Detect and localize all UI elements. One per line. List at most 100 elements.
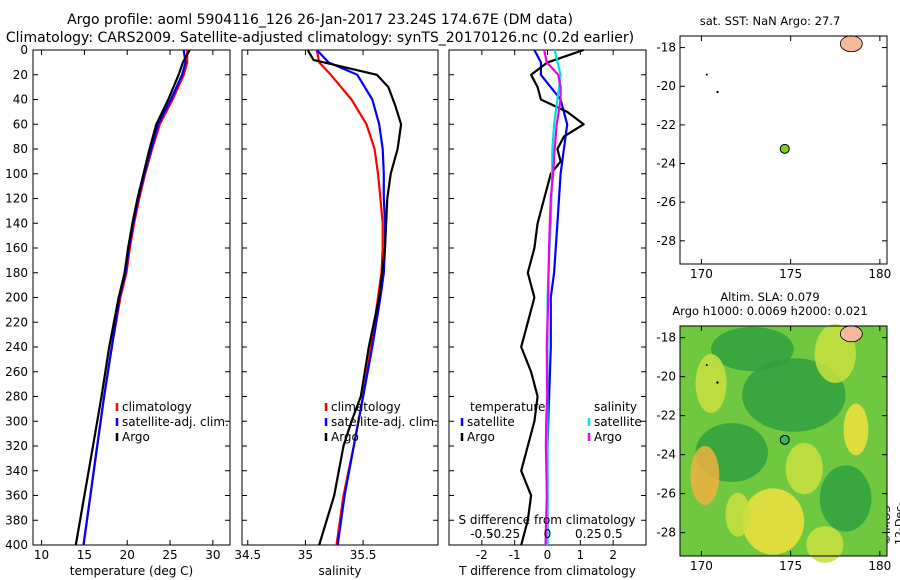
temperature-x-tick-label: 20 — [120, 548, 135, 562]
temperature-series-argo — [74, 49, 191, 546]
sla_map-argo-location-marker — [779, 434, 790, 445]
temperature-series-satellite-adj-clim- — [82, 49, 187, 546]
sla_map-field-patch — [725, 492, 751, 537]
sst_map-lon-tick-label: 170 — [690, 267, 713, 281]
sla_map-field-patch — [843, 403, 869, 456]
sst_map-islet-dot — [705, 73, 708, 76]
sla_map-lat-tick-label: -28 — [656, 526, 676, 540]
sst_map-lat-tick-label: -18 — [656, 41, 676, 55]
salinity-x-tick-label: 35 — [298, 548, 313, 562]
sst_map-lat-tick-label: -22 — [656, 118, 676, 132]
temperature-legend-label: Argo — [122, 430, 150, 444]
sla_map-lat-tick-label: -26 — [656, 487, 676, 501]
temperature-x-tick-label: 30 — [205, 548, 220, 562]
depth-tick-label: 20 — [13, 68, 28, 82]
panel-salinity: 34.5 35 35.5 salinity — [234, 49, 439, 578]
difference-legend-salinity-label: Argo — [594, 430, 622, 444]
sla_map-islet-dot — [716, 381, 719, 384]
difference-series-salinity-argo — [543, 49, 562, 546]
salinity-series-argo — [306, 49, 403, 546]
sla_map-field-patch — [742, 488, 805, 555]
temperature-x-tick-label: 15 — [77, 548, 92, 562]
depth-tick-label: 60 — [13, 117, 28, 131]
difference-series-temperature-argo — [520, 48, 585, 546]
sla_map-lat-tick-label: -22 — [656, 409, 676, 423]
difference-x-tick-label: 2 — [609, 548, 617, 562]
difference-s-tick-label: 0 — [544, 527, 552, 541]
difference-legend-temperature-label: satellite — [467, 415, 515, 429]
salinity-x-tick-label: 35.5 — [350, 548, 377, 562]
depth-tick-label: 340 — [5, 464, 28, 478]
salinity-legend-label: Argo — [331, 430, 359, 444]
difference-s-tick-label: -0.25 — [489, 527, 520, 541]
temperature-series-climatology — [82, 50, 189, 546]
figure-title-line1: Argo profile: aoml 5904116_126 26-Jan-20… — [67, 12, 573, 28]
sla_map-islet-dot — [705, 363, 708, 366]
difference-s-tick-label: 0.25 — [575, 527, 602, 541]
temperature-axes-frame — [32, 49, 231, 546]
sst_map-lat-tick-label: -26 — [656, 195, 676, 209]
difference-x-axis-label: T difference from climatology — [458, 564, 636, 578]
sst_map-lat-tick-label: -20 — [656, 79, 676, 93]
difference-series-temperature-satellite — [533, 49, 569, 545]
temperature-legend-label: climatology — [122, 400, 192, 414]
sla_map-lat-tick-label: -24 — [656, 448, 676, 462]
sla_map-lat-tick-label: -18 — [656, 331, 676, 345]
panel-temperature: 10 15 20 25 30 temperature (deg C) — [32, 49, 231, 578]
depth-tick-label: 360 — [5, 489, 28, 503]
figure-title-line2: Climatology: CARS2009. Satellite-adjuste… — [5, 30, 635, 46]
difference-s-tick-label: 0.5 — [604, 527, 623, 541]
sla_map-field-patch — [785, 442, 823, 495]
map-sst_map: -18 -20 -22 -24 -26 -28 170 175 180 — [656, 35, 891, 281]
difference-s-axis-label: S difference from climatology — [459, 513, 636, 527]
difference-series-salinity-satellite — [546, 49, 562, 545]
difference-s-tick-label: -0.5 — [470, 527, 493, 541]
salinity-series-satellite-adj-clim- — [316, 49, 387, 546]
depth-tick-label: 180 — [5, 266, 28, 280]
sla_map-field-patch — [742, 358, 846, 432]
sst_map-land-island — [839, 35, 863, 53]
depth-tick-label: 320 — [5, 439, 28, 453]
depth-tick-label: 300 — [5, 414, 28, 428]
sla_map-frame — [679, 325, 888, 557]
map-sla_map: -18 -20 -22 -24 -26 -28 170 175 180 — [656, 324, 891, 573]
depth-tick-label: 260 — [5, 365, 28, 379]
sla_map-field-patch — [819, 465, 872, 532]
difference-x-tick-label: 0 — [544, 548, 552, 562]
depth-tick-label: 160 — [5, 241, 28, 255]
sst_map-lon-tick-label: 175 — [779, 267, 802, 281]
sla-map-title-line1: Altim. SLA: 0.079 — [720, 290, 820, 304]
sla_map-lon-tick-label: 175 — [779, 559, 802, 573]
difference-x-tick-label: -1 — [509, 548, 521, 562]
salinity-axes-frame — [241, 49, 439, 546]
sst_map-frame — [679, 35, 888, 265]
salinity-legend-label: satellite-adj. clim. — [331, 415, 438, 429]
depth-tick-label: 100 — [5, 167, 28, 181]
temperature-legend-label: satellite-adj. clim. — [122, 415, 229, 429]
sla_map-field-patch — [711, 326, 794, 372]
temperature-x-tick-label: 10 — [34, 548, 49, 562]
temperature-x-tick-label: 25 — [162, 548, 177, 562]
sla_map-field-patch — [690, 446, 720, 505]
depth-tick-label: 380 — [5, 513, 28, 527]
depth-tick-label: 400 — [5, 538, 28, 552]
difference-x-tick-label: 1 — [577, 548, 585, 562]
depth-tick-label: 240 — [5, 340, 28, 354]
difference-legend-salinity-label: satellite — [594, 415, 642, 429]
difference-x-tick-label: -2 — [476, 548, 488, 562]
sst_map-islet-dot — [716, 90, 719, 94]
difference-legend-temperature-title: temperature — [470, 400, 545, 414]
sla_map-field-patch — [695, 354, 727, 413]
depth-tick-label: 220 — [5, 315, 28, 329]
salinity-legend-label: climatology — [331, 400, 401, 414]
panel-difference: -2 -1 0 1 2 T difference from climatology — [448, 48, 647, 578]
salinity-x-axis-label: salinity — [318, 564, 361, 578]
sla-map-title-line2: Argo h1000: 0.0069 h2000: 0.021 — [672, 304, 868, 318]
salinity-x-tick-label: 34.5 — [234, 548, 261, 562]
sst_map-argo-location-marker — [779, 143, 790, 154]
depth-tick-label: 120 — [5, 192, 28, 206]
sst_map-lat-tick-label: -28 — [656, 234, 676, 248]
depth-tick-label: 40 — [13, 93, 28, 107]
sla_map-lon-tick-label: 170 — [690, 559, 713, 573]
